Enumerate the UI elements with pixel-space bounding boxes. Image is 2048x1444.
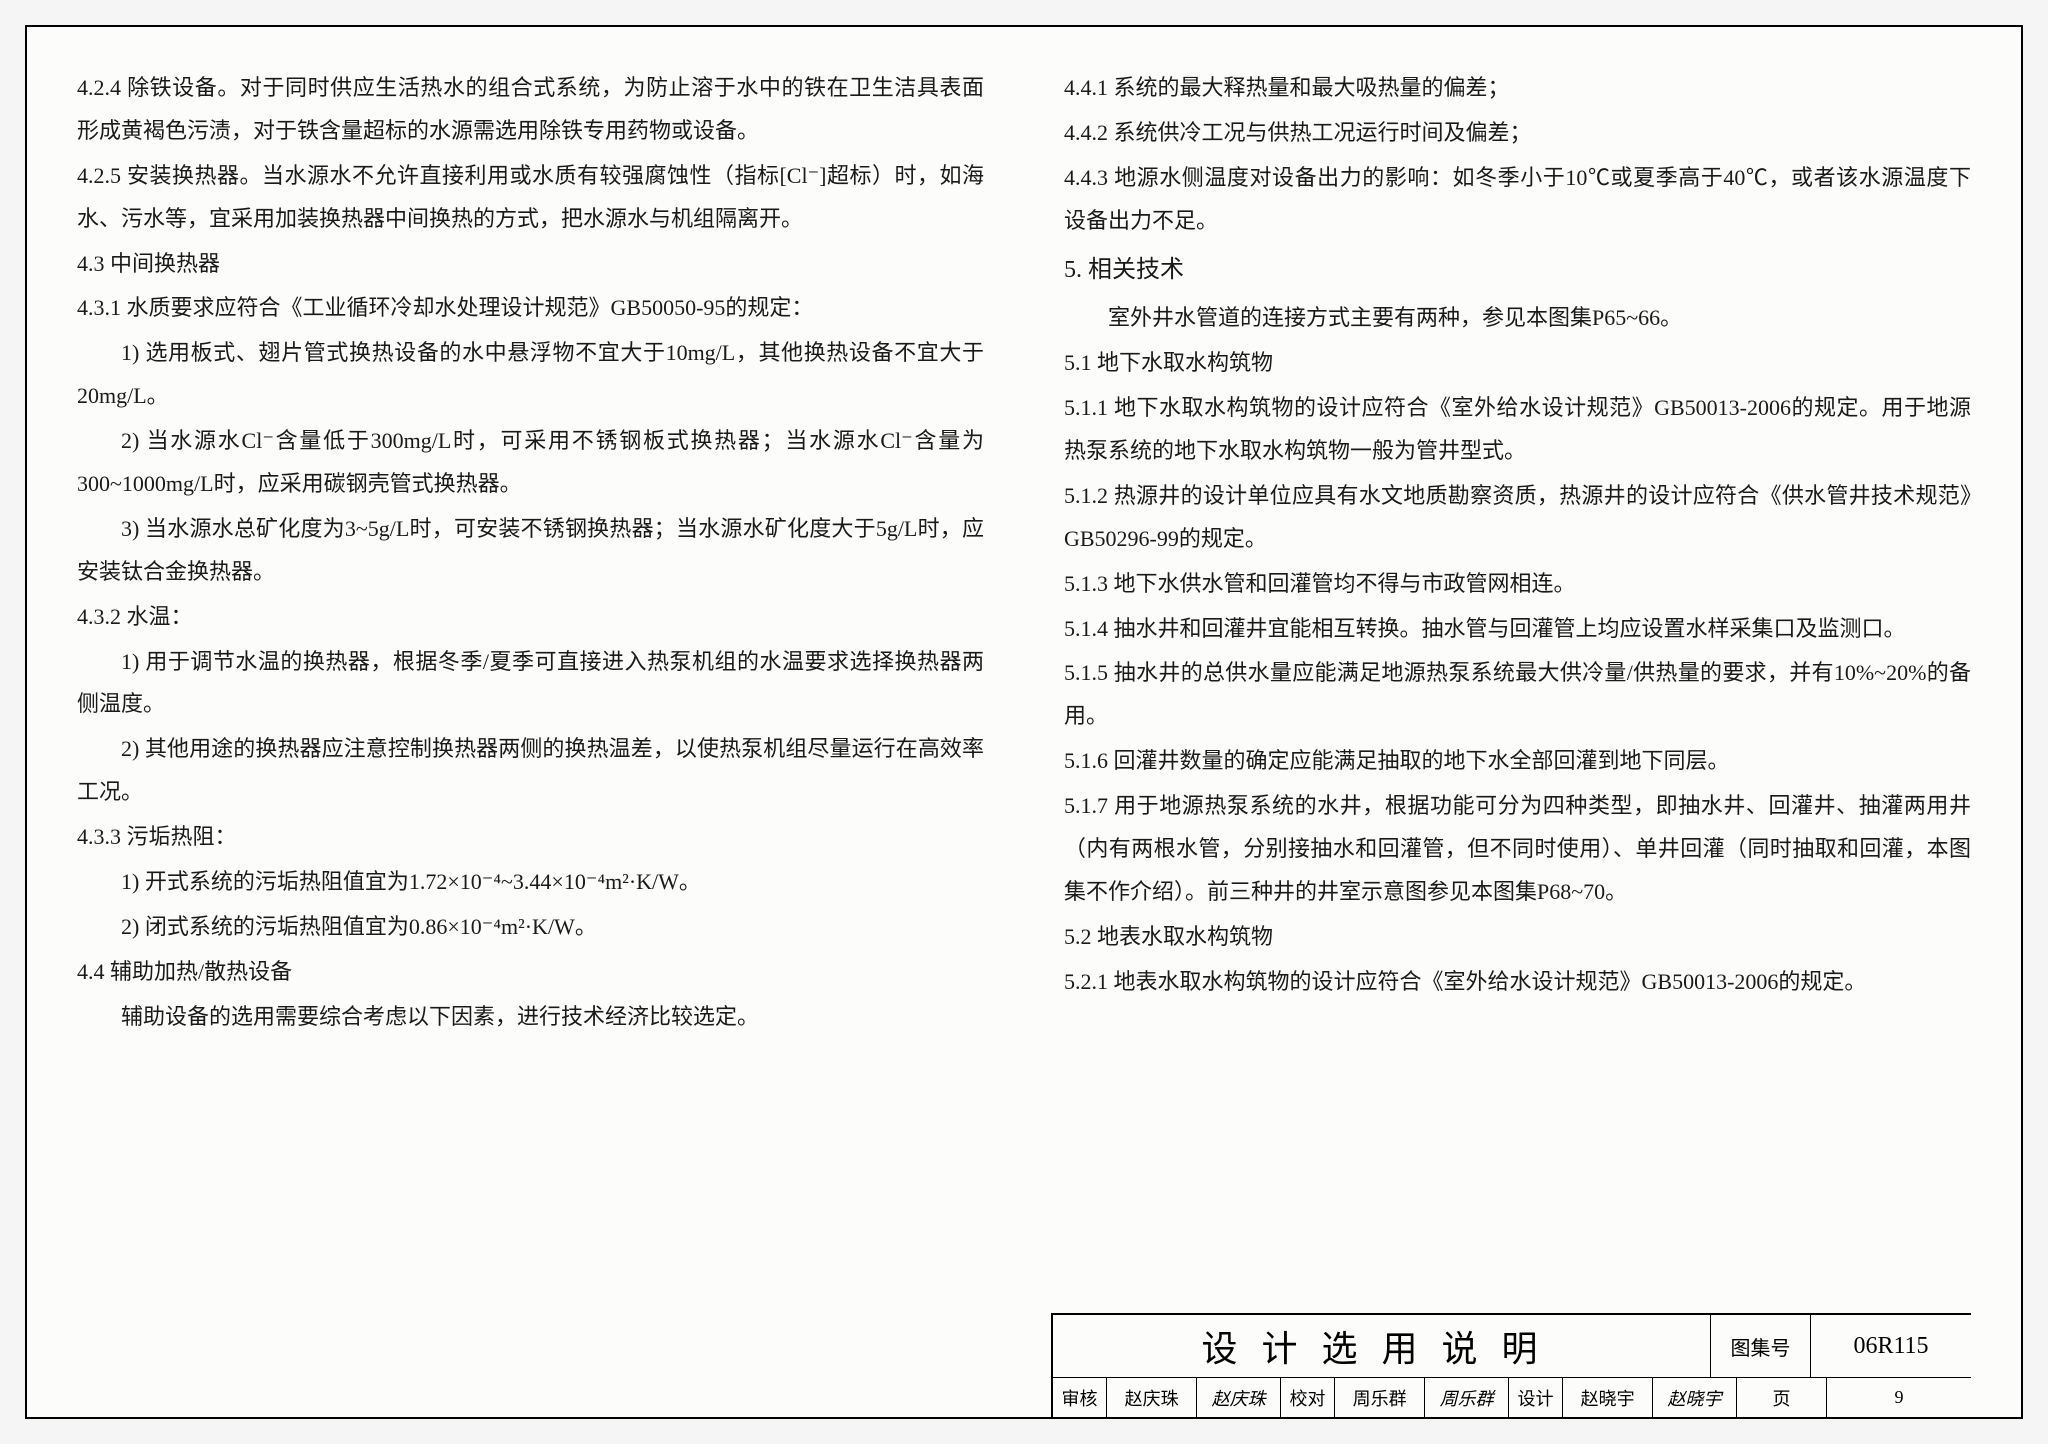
paragraph: 4.4.2 系统供冷工况与供热工况运行时间及偏差；: [1064, 112, 1971, 155]
paragraph: 5.2 地表水取水构筑物: [1064, 916, 1971, 959]
paragraph: 5.1.5 抽水井的总供水量应能满足地源热泵系统最大供冷量/供热量的要求，并有1…: [1064, 652, 1971, 738]
paragraph: 5.2.1 地表水取水构筑物的设计应符合《室外给水设计规范》GB50013-20…: [1064, 961, 1971, 1004]
paragraph: 5.1 地下水取水构筑物: [1064, 342, 1971, 385]
review-label: 审核: [1053, 1378, 1107, 1417]
drawing-set-code: 06R115: [1811, 1315, 1971, 1377]
content-area: 4.2.4 除铁设备。对于同时供应生活热水的组合式系统，为防止溶于水中的铁在卫生…: [77, 67, 1971, 1307]
paragraph: 2) 闭式系统的污垢热阻值宜为0.86×10⁻⁴m²·K/W。: [77, 906, 984, 949]
design-label: 设计: [1509, 1378, 1563, 1417]
paragraph: 4.2.4 除铁设备。对于同时供应生活热水的组合式系统，为防止溶于水中的铁在卫生…: [77, 67, 984, 153]
paragraph: 3) 当水源水总矿化度为3~5g/L时，可安装不锈钢换热器；当水源水矿化度大于5…: [77, 508, 984, 594]
paragraph: 4.3.1 水质要求应符合《工业循环冷却水处理设计规范》GB50050-95的规…: [77, 287, 984, 330]
check-name: 周乐群: [1335, 1378, 1425, 1417]
drawing-set-label: 图集号: [1711, 1315, 1811, 1377]
paragraph: 2) 其他用途的换热器应注意控制换热器两侧的换热温差，以使热泵机组尽量运行在高效…: [77, 728, 984, 814]
paragraph: 1) 开式系统的污垢热阻值宜为1.72×10⁻⁴~3.44×10⁻⁴m²·K/W…: [77, 861, 984, 904]
title-block: 设计选用说明 图集号 06R115 审核 赵庆珠 赵庆珠 校对 周乐群 周乐群 …: [1051, 1313, 1971, 1417]
right-column: 4.4.1 系统的最大释热量和最大吸热量的偏差；4.4.2 系统供冷工况与供热工…: [1064, 67, 1971, 1307]
paragraph: 4.4.1 系统的最大释热量和最大吸热量的偏差；: [1064, 67, 1971, 110]
design-name: 赵晓宇: [1563, 1378, 1653, 1417]
drawing-title: 设计选用说明: [1053, 1315, 1711, 1377]
paragraph: 4.3.2 水温：: [77, 596, 984, 639]
title-row: 设计选用说明 图集号 06R115: [1053, 1315, 1971, 1377]
paragraph: 5.1.4 抽水井和回灌井宜能相互转换。抽水管与回灌管上均应设置水样采集口及监测…: [1064, 608, 1971, 651]
paragraph: 5.1.3 地下水供水管和回灌管均不得与市政管网相连。: [1064, 563, 1971, 606]
approval-row: 审核 赵庆珠 赵庆珠 校对 周乐群 周乐群 设计 赵晓宇 赵晓宇 页 9: [1053, 1377, 1971, 1417]
paragraph: 4.3 中间换热器: [77, 243, 984, 286]
paragraph: 5.1.7 用于地源热泵系统的水井，根据功能可分为四种类型，即抽水井、回灌井、抽…: [1064, 785, 1971, 914]
page-label: 页: [1737, 1378, 1827, 1417]
review-signature: 赵庆珠: [1197, 1378, 1281, 1417]
paragraph: 5.1.1 地下水取水构筑物的设计应符合《室外给水设计规范》GB50013-20…: [1064, 387, 1971, 473]
paragraph: 4.4 辅助加热/散热设备: [77, 951, 984, 994]
paragraph: 5.1.6 回灌井数量的确定应能满足抽取的地下水全部回灌到地下同层。: [1064, 740, 1971, 783]
left-column: 4.2.4 除铁设备。对于同时供应生活热水的组合式系统，为防止溶于水中的铁在卫生…: [77, 67, 984, 1307]
page-number: 9: [1827, 1378, 1971, 1417]
page-container: 4.2.4 除铁设备。对于同时供应生活热水的组合式系统，为防止溶于水中的铁在卫生…: [25, 25, 2023, 1419]
review-name: 赵庆珠: [1107, 1378, 1197, 1417]
paragraph: 室外井水管道的连接方式主要有两种，参见本图集P65~66。: [1064, 297, 1971, 340]
paragraph: 1) 选用板式、翅片管式换热设备的水中悬浮物不宜大于10mg/L，其他换热设备不…: [77, 332, 984, 418]
paragraph: 4.4.3 地源水侧温度对设备出力的影响：如冬季小于10℃或夏季高于40℃，或者…: [1064, 157, 1971, 243]
paragraph: 4.3.3 污垢热阻：: [77, 816, 984, 859]
paragraph: 辅助设备的选用需要综合考虑以下因素，进行技术经济比较选定。: [77, 996, 984, 1039]
design-signature: 赵晓宇: [1653, 1378, 1737, 1417]
paragraph: 1) 用于调节水温的换热器，根据冬季/夏季可直接进入热泵机组的水温要求选择换热器…: [77, 641, 984, 727]
paragraph: 5. 相关技术: [1064, 247, 1971, 294]
paragraph: 2) 当水源水Cl⁻含量低于300mg/L时，可采用不锈钢板式换热器；当水源水C…: [77, 420, 984, 506]
check-signature: 周乐群: [1425, 1378, 1509, 1417]
check-label: 校对: [1281, 1378, 1335, 1417]
paragraph: 5.1.2 热源井的设计单位应具有水文地质勘察资质，热源井的设计应符合《供水管井…: [1064, 475, 1971, 561]
paragraph: 4.2.5 安装换热器。当水源水不允许直接利用或水质有较强腐蚀性（指标[Cl⁻]…: [77, 155, 984, 241]
